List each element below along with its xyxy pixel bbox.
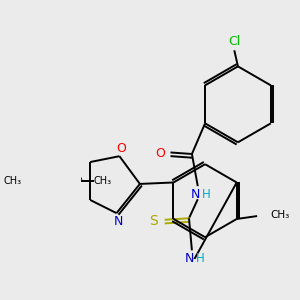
Text: S: S [150,214,158,228]
Text: N: N [191,188,200,201]
Text: Cl: Cl [228,35,240,48]
Text: O: O [116,142,126,155]
Text: H: H [196,252,205,265]
Text: N: N [114,215,123,228]
Text: H: H [202,188,211,201]
Text: CH₃: CH₃ [94,176,112,186]
Text: N: N [185,252,194,265]
Text: CH₃: CH₃ [270,210,290,220]
Text: CH₃: CH₃ [3,176,21,186]
Text: O: O [156,147,166,160]
